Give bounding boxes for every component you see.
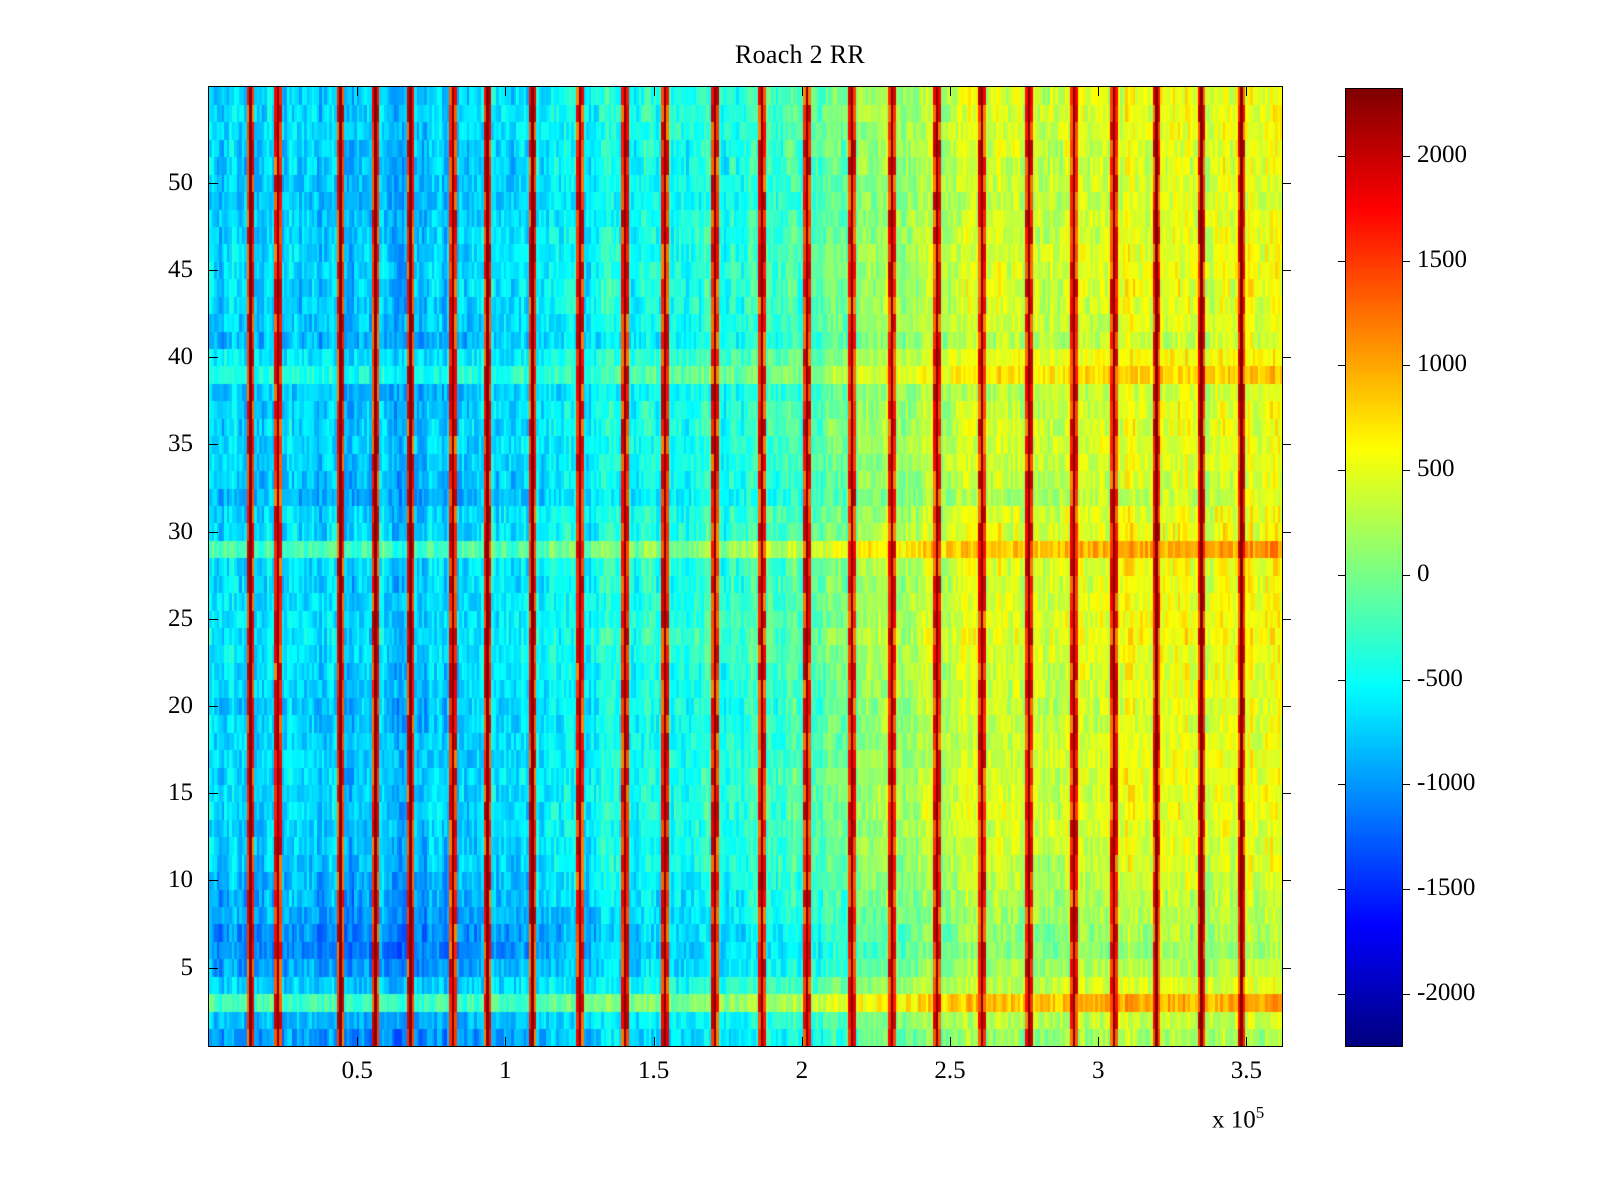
x-axis-exponent-base: x 10 bbox=[1212, 1106, 1256, 1134]
y-axis-tick bbox=[1282, 967, 1291, 969]
heatmap-image bbox=[209, 87, 1282, 1046]
colorbar-tick-label: 2000 bbox=[1417, 141, 1467, 168]
colorbar-tick-label: -500 bbox=[1417, 664, 1463, 692]
y-axis-tick-label: 5 bbox=[180, 953, 194, 981]
x-axis-tick bbox=[1246, 87, 1248, 96]
x-axis-tick-label: 2 bbox=[795, 1057, 809, 1084]
colorbar-tick bbox=[1338, 574, 1346, 576]
x-axis-tick bbox=[950, 87, 952, 96]
y-axis-tick bbox=[1282, 270, 1291, 272]
y-axis-tick bbox=[209, 270, 218, 272]
x-axis-tick bbox=[801, 87, 803, 96]
colorbar-tick bbox=[1402, 470, 1410, 472]
colorbar-tick bbox=[1402, 784, 1410, 786]
y-axis-tick bbox=[209, 705, 218, 707]
colorbar-tick-label: 500 bbox=[1417, 455, 1455, 483]
colorbar-tick-label: 1000 bbox=[1417, 350, 1467, 378]
colorbar-tick-label: 0 bbox=[1417, 559, 1430, 587]
x-axis-tick bbox=[357, 87, 359, 96]
plot-title: Roach 2 RR bbox=[734, 40, 866, 69]
y-axis-tick bbox=[1282, 618, 1291, 620]
colorbar-tick bbox=[1338, 156, 1346, 157]
y-axis-tick-label: 25 bbox=[168, 604, 193, 632]
y-axis-tick-label: 10 bbox=[168, 866, 193, 894]
y-axis-tick bbox=[209, 967, 218, 969]
y-axis-tick-label: 50 bbox=[168, 168, 193, 196]
x-axis-tick-label: 1.5 bbox=[637, 1057, 670, 1084]
x-axis-tick bbox=[653, 1037, 655, 1046]
y-axis-tick bbox=[209, 444, 218, 446]
colorbar-tick bbox=[1338, 993, 1346, 995]
colorbar-tick bbox=[1402, 679, 1410, 681]
x-axis-tick bbox=[801, 1037, 803, 1046]
x-axis-tick-label: 3.5 bbox=[1230, 1057, 1263, 1084]
y-axis-tick bbox=[1282, 182, 1291, 184]
y-axis-tick bbox=[1282, 705, 1291, 707]
colorbar-tick bbox=[1402, 260, 1410, 262]
y-axis-tick bbox=[209, 618, 218, 620]
y-axis-tick bbox=[209, 357, 218, 359]
colorbar-gradient bbox=[1346, 89, 1402, 1046]
x-axis-tick-label: 0.5 bbox=[341, 1057, 373, 1084]
colorbar-tick bbox=[1402, 156, 1410, 157]
y-axis-tick-label: 40 bbox=[168, 343, 193, 371]
y-axis-tick bbox=[209, 182, 218, 184]
colorbar-tick bbox=[1338, 888, 1346, 890]
colorbar-tick bbox=[1402, 365, 1410, 367]
colorbar-tick bbox=[1402, 574, 1410, 576]
colorbar-tick-label: 1500 bbox=[1417, 245, 1467, 273]
y-axis-tick bbox=[1282, 880, 1291, 882]
x-axis-tick bbox=[950, 1037, 952, 1046]
x-axis-tick bbox=[1098, 1037, 1100, 1046]
plot-axes: 5 10 15 20 25 30 35 40 45 50 0.5 1 1.5 2 2.5 3 3.5 bbox=[168, 86, 1291, 1084]
colorbar bbox=[1338, 88, 1410, 1047]
x-axis-exponent: x 105 bbox=[1212, 1103, 1264, 1134]
x-axis-tick bbox=[653, 87, 655, 96]
colorbar-tick bbox=[1402, 993, 1410, 995]
y-axis-tick bbox=[209, 531, 218, 533]
y-axis-tick bbox=[209, 880, 218, 882]
x-axis-tick bbox=[505, 87, 507, 96]
x-axis-tick bbox=[357, 1037, 359, 1046]
y-axis-tick-label: 45 bbox=[168, 256, 193, 284]
y-axis-tick bbox=[209, 793, 218, 795]
y-axis-tick bbox=[1282, 357, 1291, 359]
colorbar-tick-label: -2000 bbox=[1417, 978, 1476, 1006]
y-axis-tick bbox=[1282, 444, 1291, 446]
x-axis-tick-label: 2.5 bbox=[934, 1057, 966, 1084]
y-axis-tick bbox=[1282, 531, 1291, 533]
x-axis-tick-label: 1 bbox=[499, 1057, 512, 1084]
x-axis-tick bbox=[1098, 87, 1100, 96]
colorbar-tick bbox=[1338, 365, 1346, 367]
colorbar-tick-label: -1000 bbox=[1417, 769, 1476, 797]
colorbar-tick bbox=[1338, 679, 1346, 681]
y-axis-tick-label: 20 bbox=[168, 691, 193, 719]
x-axis-tick-label: 3 bbox=[1091, 1057, 1105, 1084]
colorbar-tick-label: -1500 bbox=[1417, 873, 1476, 901]
y-axis-tick-label: 30 bbox=[168, 517, 193, 545]
colorbar-tick bbox=[1338, 784, 1346, 786]
x-axis-exponent-power: 5 bbox=[1255, 1103, 1265, 1122]
colorbar-tick bbox=[1338, 260, 1346, 262]
x-axis-tick bbox=[505, 1037, 507, 1046]
y-axis-tick-label: 35 bbox=[168, 430, 193, 458]
y-axis-tick bbox=[1282, 793, 1291, 795]
y-axis-tick-label: 15 bbox=[168, 779, 193, 807]
x-axis-tick bbox=[1246, 1037, 1248, 1046]
colorbar-tick bbox=[1402, 888, 1410, 890]
colorbar-tick bbox=[1338, 470, 1346, 472]
